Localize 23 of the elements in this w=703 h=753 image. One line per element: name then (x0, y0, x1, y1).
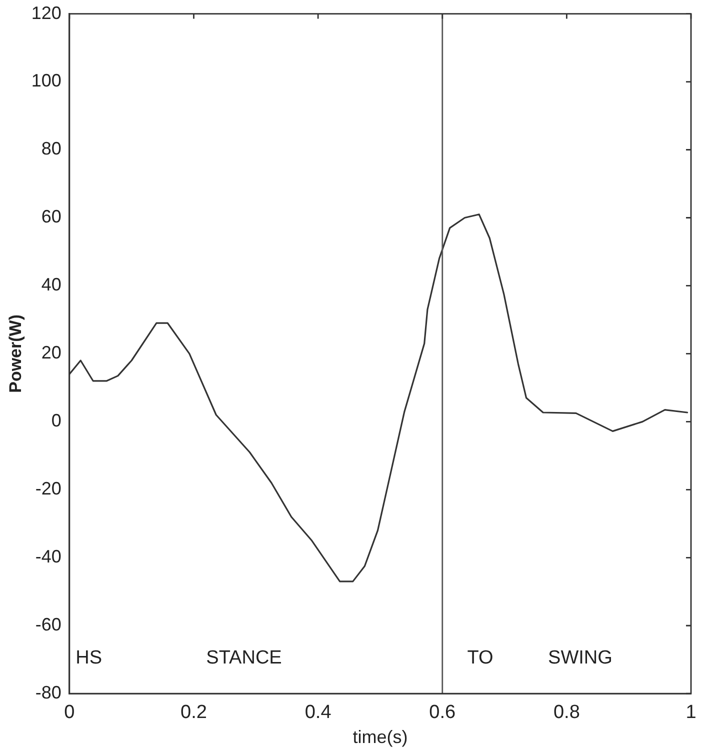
y-tick-label: -80 (35, 682, 62, 703)
x-tick-label: 0.8 (553, 702, 580, 724)
y-tick-label: 100 (31, 70, 62, 91)
x-tick-label: 0.2 (180, 702, 207, 724)
x-tick-label: 0.6 (429, 702, 456, 724)
y-tick-label: -40 (35, 546, 62, 567)
x-axis-title: time(s) (352, 727, 408, 748)
annotation: TO (467, 648, 494, 669)
y-tick-label: 0 (51, 410, 62, 431)
y-tick-label: 40 (41, 274, 62, 295)
x-tick-label: 0 (64, 702, 75, 724)
x-tick-label: 1 (686, 702, 696, 724)
y-tick-label: 20 (41, 342, 62, 363)
y-tick-label: -20 (35, 478, 62, 499)
y-tick-label: 80 (41, 138, 62, 159)
y-tick-label: 120 (31, 2, 62, 23)
x-tick-label: 0.4 (304, 702, 332, 724)
annotation: HS (76, 648, 102, 669)
y-tick-label: 60 (41, 206, 62, 227)
y-axis-title: Power(W) (6, 314, 25, 393)
annotation: SWING (548, 648, 612, 669)
y-tick-label: -60 (35, 614, 62, 635)
annotation: STANCE (206, 648, 282, 669)
